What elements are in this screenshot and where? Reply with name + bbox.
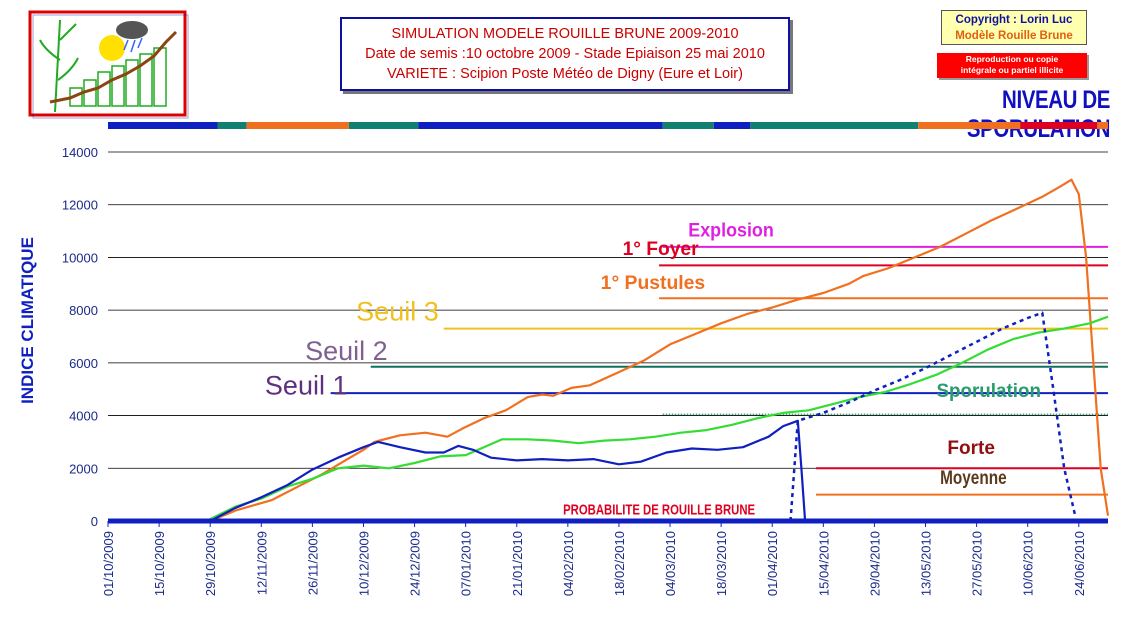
y-tick-label: 8000 <box>69 303 98 318</box>
model-name-text: Modèle Rouille Brune <box>955 30 1073 42</box>
threshold-label: Forte <box>947 438 995 459</box>
threshold-label: Seuil 2 <box>305 336 388 366</box>
top-band-segment-1 <box>217 122 247 129</box>
x-tick-label: 29/04/2010 <box>867 531 882 596</box>
reproduction-warning: Reproduction ou copie intégrale ou parti… <box>937 53 1087 78</box>
top-band-segment-7 <box>750 122 919 129</box>
x-tick-label: 18/03/2010 <box>714 531 729 596</box>
x-tick-label: 26/11/2009 <box>305 531 320 595</box>
y-tick-label: 2000 <box>69 461 98 476</box>
threshold-label: Moyenne <box>940 468 1007 489</box>
top-band-segment-10 <box>1097 122 1108 129</box>
y-tick-label: 10000 <box>62 250 98 265</box>
threshold-label: Seuil 3 <box>356 297 439 327</box>
title-line-1: SIMULATION MODELE ROUILLE BRUNE 2009-201… <box>391 26 739 42</box>
logo <box>28 10 189 119</box>
top-band-segment-9 <box>1020 122 1098 129</box>
top-band-segment-6 <box>713 122 751 129</box>
top-band-segment-8 <box>918 122 1021 129</box>
y-tick-label: 0 <box>91 514 98 529</box>
title-line-3: VARIETE : Scipion Poste Météo de Digny (… <box>387 66 743 82</box>
x-tick-label: 10/12/2009 <box>356 531 371 596</box>
top-band-segment-2 <box>246 122 349 129</box>
top-band-segment-3 <box>348 122 419 129</box>
series-line-3 <box>789 311 1077 522</box>
x-tick-label: 29/10/2009 <box>203 531 218 596</box>
y-tick-label: 12000 <box>62 198 98 213</box>
probability-label: PROBABILITE DE ROUILLE BRUNE <box>563 501 755 518</box>
copyright-text: Copyright : Lorin Luc <box>955 14 1073 26</box>
threshold-label: Explosion <box>688 220 774 241</box>
top-band-segment-0 <box>108 122 218 129</box>
sun-icon <box>99 35 125 61</box>
x-tick-label: 01/10/2009 <box>101 531 116 596</box>
y-tick-label: 6000 <box>69 356 98 371</box>
threshold-label: Sporulation <box>936 381 1041 402</box>
x-tick-label: 07/01/2010 <box>459 531 474 596</box>
top-band-segment-4 <box>418 122 663 129</box>
x-tick-label: 15/04/2010 <box>816 531 831 596</box>
x-tick-label: 24/06/2010 <box>1072 531 1087 596</box>
x-tick-label: 13/05/2010 <box>919 531 934 596</box>
threshold-label: 1° Pustules <box>601 273 706 294</box>
series-line-1 <box>108 315 1109 523</box>
x-tick-label: 04/03/2010 <box>663 531 678 596</box>
x-tick-label: 18/02/2010 <box>612 531 627 596</box>
top-band-segment-5 <box>662 122 714 129</box>
copyright-box: Copyright : Lorin Luc Modèle Rouille Bru… <box>941 10 1087 45</box>
x-tick-label: 21/01/2010 <box>510 531 525 596</box>
x-tick-label: 12/11/2009 <box>254 531 269 595</box>
x-tick-label: 04/02/2010 <box>561 531 576 596</box>
y-axis-label: INDICE CLIMATIQUE <box>18 237 37 404</box>
title-line-2: Date de semis :10 octobre 2009 - Stade E… <box>365 46 765 62</box>
threshold-label: 1° Foyer <box>623 239 700 260</box>
series-line-2 <box>108 419 1108 523</box>
reproduction-line-1: Reproduction ou copie <box>965 54 1059 64</box>
reproduction-line-2: intégrale ou partiel illicite <box>960 65 1064 75</box>
x-tick-label: 15/10/2009 <box>152 531 167 596</box>
title-box: SIMULATION MODELE ROUILLE BRUNE 2009-201… <box>340 17 790 91</box>
x-tick-label: 27/05/2010 <box>970 531 985 596</box>
x-tick-label: 10/06/2010 <box>1021 531 1036 596</box>
x-tick-label: 24/12/2009 <box>408 531 423 596</box>
y-tick-label: 14000 <box>62 145 98 160</box>
series-line-0 <box>108 178 1110 523</box>
threshold-label: Seuil 1 <box>265 370 348 400</box>
x-tick-label: 01/04/2010 <box>765 531 780 596</box>
y-tick-label: 4000 <box>69 409 98 424</box>
